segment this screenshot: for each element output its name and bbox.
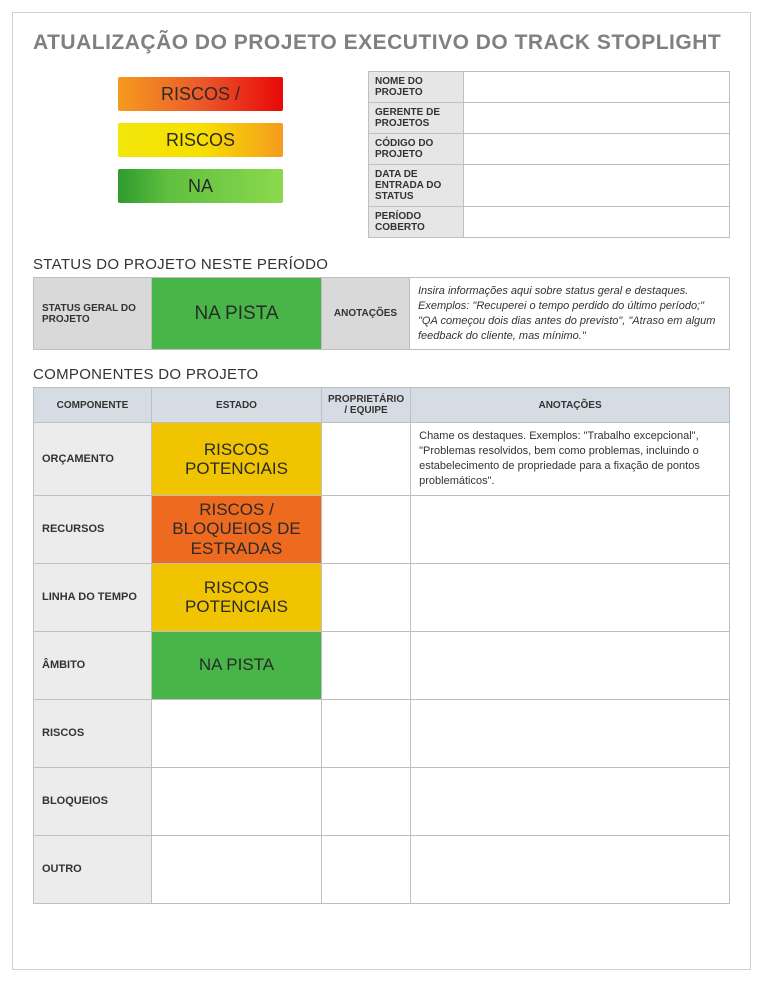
legend-pill-risks: RISCOS: [118, 123, 283, 157]
status-annotations-label: ANOTAÇÕES: [322, 278, 410, 350]
components-section-title: COMPONENTES DO PROJETO: [33, 366, 730, 383]
component-notes[interactable]: [411, 835, 730, 903]
info-label: PERÍODO COBERTO: [369, 207, 464, 238]
info-rows: NOME DO PROJETOGERENTE DE PROJETOSCÓDIGO…: [369, 72, 730, 238]
components-table: COMPONENTE ESTADO PROPRIETÁRIO / EQUIPE …: [33, 387, 730, 903]
page-title: ATUALIZAÇÃO DO PROJETO EXECUTIVO DO TRAC…: [33, 31, 730, 55]
status-label: STATUS GERAL DO PROJETO: [34, 278, 152, 350]
component-owner[interactable]: [322, 699, 411, 767]
legend-pill-risks-blocks: RISCOS /: [118, 77, 283, 111]
component-owner[interactable]: [322, 563, 411, 631]
component-state-cell: NA PISTA: [152, 631, 322, 699]
component-state-cell: RISCOS POTENCIAIS: [152, 423, 322, 495]
info-value[interactable]: [464, 103, 730, 134]
status-table: STATUS GERAL DO PROJETO NA PISTA ANOTAÇÕ…: [33, 277, 730, 350]
info-label: DATA DE ENTRADA DO STATUS: [369, 165, 464, 207]
project-info-table: NOME DO PROJETOGERENTE DE PROJETOSCÓDIGO…: [368, 71, 730, 238]
components-header-owner: PROPRIETÁRIO / EQUIPE: [322, 388, 411, 423]
info-label: CÓDIGO DO PROJETO: [369, 134, 464, 165]
components-header-notes: ANOTAÇÕES: [411, 388, 730, 423]
document-page: ATUALIZAÇÃO DO PROJETO EXECUTIVO DO TRAC…: [12, 12, 751, 970]
component-state-cell: [152, 699, 322, 767]
info-value[interactable]: [464, 134, 730, 165]
component-state-cell: RISCOS / BLOQUEIOS DE ESTRADAS: [152, 495, 322, 563]
component-notes[interactable]: [411, 563, 730, 631]
components-header-component: COMPONENTE: [34, 388, 152, 423]
info-label: NOME DO PROJETO: [369, 72, 464, 103]
component-notes[interactable]: [411, 699, 730, 767]
info-value[interactable]: [464, 72, 730, 103]
components-rows: ORÇAMENTORISCOS POTENCIAISChame os desta…: [34, 423, 730, 903]
component-row: OUTRO: [34, 835, 730, 903]
component-row: BLOQUEIOS: [34, 767, 730, 835]
component-row: RECURSOSRISCOS / BLOQUEIOS DE ESTRADAS: [34, 495, 730, 563]
component-row: ORÇAMENTORISCOS POTENCIAIS Chame os desta…: [34, 423, 730, 495]
component-name: ORÇAMENTO: [34, 423, 152, 495]
info-row: NOME DO PROJETO: [369, 72, 730, 103]
component-notes[interactable]: [411, 767, 730, 835]
info-row: GERENTE DE PROJETOS: [369, 103, 730, 134]
status-annotations-text: Insira informações aqui sobre status ger…: [410, 278, 730, 350]
top-row: RISCOS / RISCOS NA NOME DO PROJETOGERENT…: [33, 71, 730, 238]
component-owner[interactable]: [322, 767, 411, 835]
component-row: LINHA DO TEMPORISCOS POTENCIAIS: [34, 563, 730, 631]
component-row: ÂMBITONA PISTA: [34, 631, 730, 699]
status-section-title: STATUS DO PROJETO NESTE PERÍODO: [33, 256, 730, 273]
component-state-pill: RISCOS / BLOQUEIOS DE ESTRADAS: [152, 496, 321, 563]
components-header-state: ESTADO: [152, 388, 322, 423]
component-name: ÂMBITO: [34, 631, 152, 699]
status-state-pill: NA PISTA: [152, 278, 321, 349]
info-row: DATA DE ENTRADA DO STATUS: [369, 165, 730, 207]
legend-pill-na: NA: [118, 169, 283, 203]
component-owner[interactable]: [322, 495, 411, 563]
component-state-cell: RISCOS POTENCIAIS: [152, 563, 322, 631]
component-state-pill: NA PISTA: [152, 632, 321, 699]
component-state-pill: RISCOS POTENCIAIS: [152, 423, 321, 494]
component-name: BLOQUEIOS: [34, 767, 152, 835]
info-label: GERENTE DE PROJETOS: [369, 103, 464, 134]
component-state-pill: RISCOS POTENCIAIS: [152, 564, 321, 631]
component-row: RISCOS: [34, 699, 730, 767]
component-name: LINHA DO TEMPO: [34, 563, 152, 631]
legend-column: RISCOS / RISCOS NA: [33, 71, 368, 238]
component-state-cell: [152, 767, 322, 835]
component-name: RISCOS: [34, 699, 152, 767]
info-value[interactable]: [464, 165, 730, 207]
info-row: PERÍODO COBERTO: [369, 207, 730, 238]
component-owner[interactable]: [322, 835, 411, 903]
info-value[interactable]: [464, 207, 730, 238]
component-notes[interactable]: [411, 631, 730, 699]
info-row: CÓDIGO DO PROJETO: [369, 134, 730, 165]
component-owner[interactable]: [322, 631, 411, 699]
status-state-cell: NA PISTA: [152, 278, 322, 350]
component-name: RECURSOS: [34, 495, 152, 563]
component-name: OUTRO: [34, 835, 152, 903]
component-notes[interactable]: Chame os destaques. Exemplos: "Trabalho …: [411, 423, 730, 495]
component-notes[interactable]: [411, 495, 730, 563]
component-state-cell: [152, 835, 322, 903]
component-owner[interactable]: [322, 423, 411, 495]
